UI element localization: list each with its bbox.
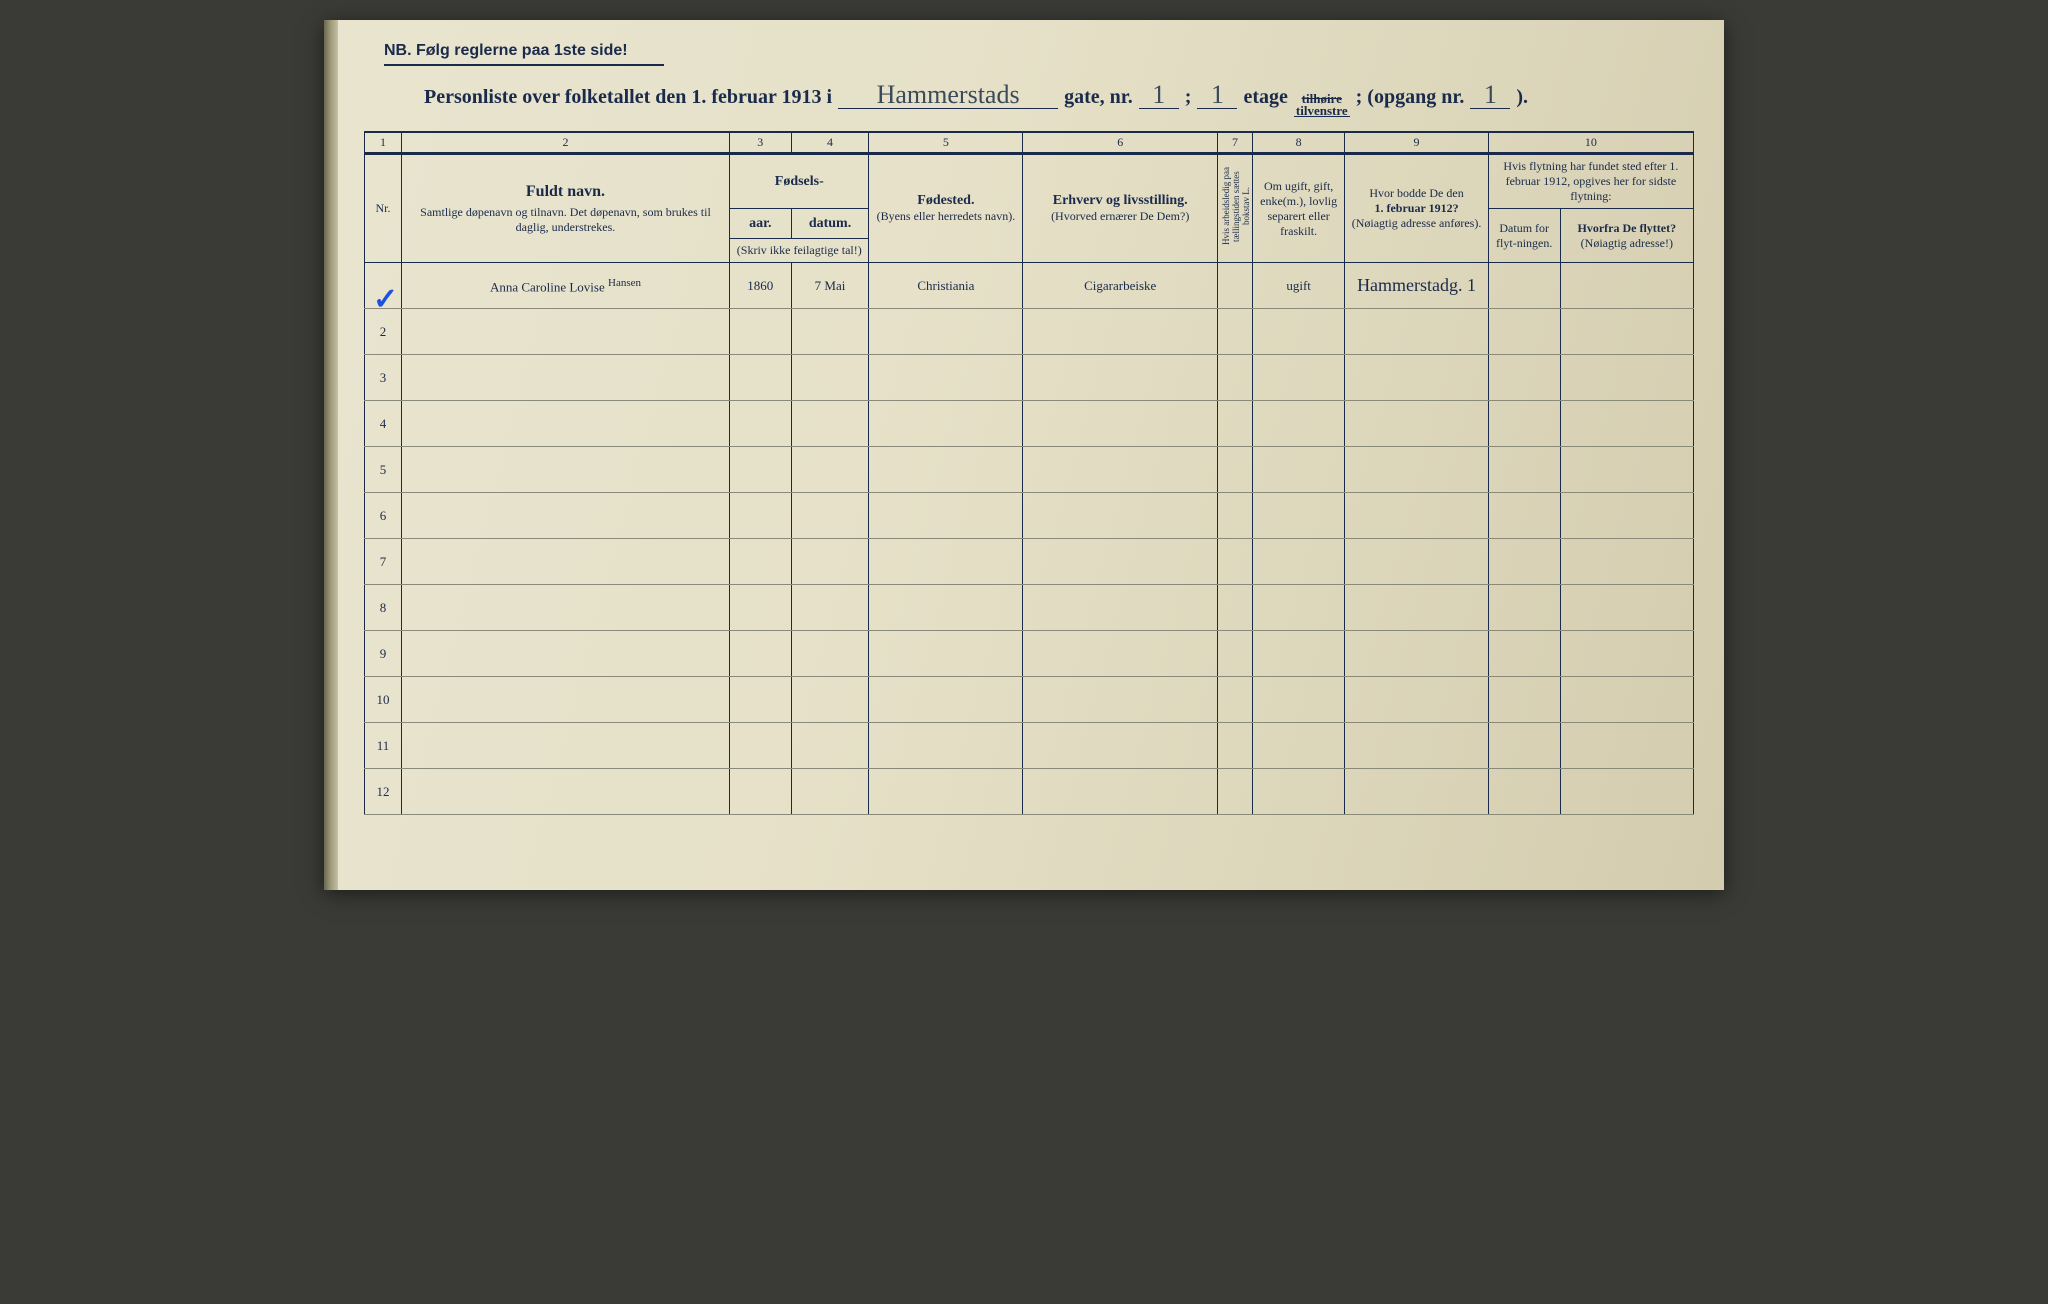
close-paren: ). — [1516, 86, 1528, 109]
colnum-1: 1 — [365, 132, 402, 154]
th-datum-label: datum. — [796, 216, 865, 232]
th-col8: Om ugift, gift, enke(m.), lovlig separer… — [1252, 154, 1344, 263]
th-col10b-b: (Nøiagtig adresse!) — [1581, 236, 1673, 250]
semicolon: ; — [1185, 86, 1192, 109]
th-fodsels: Fødsels- — [730, 154, 869, 209]
cell-c10a — [1488, 263, 1560, 309]
colnum-3: 3 — [730, 132, 792, 154]
table-row: 6 — [365, 493, 1694, 539]
table-row: 11 — [365, 723, 1694, 769]
colnum-2: 2 — [401, 132, 729, 154]
row-nr: 10 — [365, 677, 402, 723]
table-row: 12 — [365, 769, 1694, 815]
header-lead: Personliste over folketallet den 1. febr… — [424, 86, 832, 109]
name-text: Anna Caroline Lovise — [490, 279, 605, 294]
th-name-sub: Samtlige døpenavn og tilnavn. Det døpena… — [420, 205, 711, 234]
nb-underline — [384, 64, 664, 66]
cell-fodested: Christiania — [869, 263, 1023, 309]
row-nr: 6 — [365, 493, 402, 539]
gate-label: gate, nr. — [1064, 86, 1133, 109]
cell-datum: 7 Mai — [791, 263, 869, 309]
cell-c9: Hammerstadg. 1 — [1345, 263, 1489, 309]
colnum-6: 6 — [1023, 132, 1218, 154]
table-row: 8 — [365, 585, 1694, 631]
cell-c10b — [1560, 263, 1693, 309]
cell-name: Anna Caroline Lovise Hansen — [401, 263, 729, 309]
th-skrivikke: (Skriv ikke feilagtige tal!) — [730, 239, 869, 263]
checkmark-icon: ✓ — [373, 282, 398, 317]
th-col9-c: (Nøiagtig adresse anføres). — [1352, 216, 1482, 230]
row-nr: 3 — [365, 355, 402, 401]
th-name: Fuldt navn. Samtlige døpenavn og tilnavn… — [401, 154, 729, 263]
cell-erhverv: Cigararbeiske — [1023, 263, 1218, 309]
th-col10b-a: Hvorfra De flyttet? — [1577, 221, 1676, 235]
th-fodested: Fødested. (Byens eller herredets navn). — [869, 154, 1023, 263]
colnum-7: 7 — [1218, 132, 1253, 154]
name-sup: Hansen — [608, 277, 641, 289]
etage-label: etage — [1243, 86, 1287, 109]
form-header: Personliste over folketallet den 1. febr… — [424, 82, 1694, 117]
th-col7: Hvis arbeidsledig paa tællingstiden sætt… — [1218, 154, 1253, 263]
colnum-4: 4 — [791, 132, 869, 154]
row-nr: 11 — [365, 723, 402, 769]
table-row: 10 — [365, 677, 1694, 723]
table-row: 5 — [365, 447, 1694, 493]
row-nr: 7 — [365, 539, 402, 585]
table-row: 3 — [365, 355, 1694, 401]
gate-nr-field: 1 — [1139, 82, 1179, 109]
row-nr: 4 — [365, 401, 402, 447]
nb-notice: NB. Følg reglerne paa 1ste side! — [384, 42, 1694, 60]
table-row: ✓ Anna Caroline Lovise Hansen 1860 7 Mai… — [365, 263, 1694, 309]
row-nr: ✓ — [365, 263, 402, 309]
th-erhverv-big: Erhverv og livsstilling. — [1027, 193, 1213, 209]
row-nr: 9 — [365, 631, 402, 677]
table-row: 9 — [365, 631, 1694, 677]
census-page: NB. Følg reglerne paa 1ste side! Personl… — [324, 20, 1724, 890]
census-table: 1 2 3 4 5 6 7 8 9 10 Nr. Fuldt navn. Sam… — [364, 131, 1694, 815]
th-nr: Nr. — [365, 154, 402, 263]
cell-c8: ugift — [1252, 263, 1344, 309]
th-col9-b: 1. februar 1912? — [1374, 201, 1458, 215]
column-number-row: 1 2 3 4 5 6 7 8 9 10 — [365, 132, 1694, 154]
th-erhverv-sub: (Hvorved ernærer De Dem?) — [1051, 209, 1189, 223]
street-name-field: Hammerstads — [838, 82, 1058, 109]
row-nr: 5 — [365, 447, 402, 493]
cell-aar: 1860 — [730, 263, 792, 309]
th-col7-text: Hvis arbeidsledig paa tællingstiden sætt… — [1222, 159, 1252, 254]
side-stack: tilhøire tilvenstre — [1294, 93, 1350, 117]
colnum-8: 8 — [1252, 132, 1344, 154]
th-erhverv: Erhverv og livsstilling. (Hvorved ernære… — [1023, 154, 1218, 263]
th-aar-label: aar. — [734, 216, 787, 232]
etage-nr-field: 1 — [1197, 82, 1237, 109]
cell-c7 — [1218, 263, 1253, 309]
th-aar: aar. — [730, 209, 792, 239]
th-datum: datum. — [791, 209, 869, 239]
row-nr: 8 — [365, 585, 402, 631]
th-fodested-big: Fødested. — [873, 193, 1018, 209]
table-row: 4 — [365, 401, 1694, 447]
colnum-9: 9 — [1345, 132, 1489, 154]
table-row: 7 — [365, 539, 1694, 585]
th-col10a: Datum for flyt-ningen. — [1488, 209, 1560, 263]
th-fodsels-label: Fødsels- — [734, 174, 864, 190]
colnum-5: 5 — [869, 132, 1023, 154]
table-row: 2 — [365, 309, 1694, 355]
row-nr: 12 — [365, 769, 402, 815]
colnum-10: 10 — [1488, 132, 1693, 154]
th-col9-a: Hvor bodde De den — [1369, 186, 1463, 200]
table-header: Nr. Fuldt navn. Samtlige døpenavn og til… — [365, 154, 1694, 263]
th-fodested-sub: (Byens eller herredets navn). — [877, 209, 1016, 223]
opgang-label: ; (opgang nr. — [1356, 86, 1465, 109]
th-col10-top: Hvis flytning har fundet sted efter 1. f… — [1488, 154, 1693, 209]
th-col9: Hvor bodde De den 1. februar 1912? (Nøia… — [1345, 154, 1489, 263]
tilvenstre: tilvenstre — [1296, 105, 1348, 117]
opgang-nr-field: 1 — [1470, 82, 1510, 109]
th-name-big: Fuldt navn. — [406, 183, 725, 201]
data-rows: ✓ Anna Caroline Lovise Hansen 1860 7 Mai… — [365, 263, 1694, 815]
th-col10b: Hvorfra De flyttet? (Nøiagtig adresse!) — [1560, 209, 1693, 263]
